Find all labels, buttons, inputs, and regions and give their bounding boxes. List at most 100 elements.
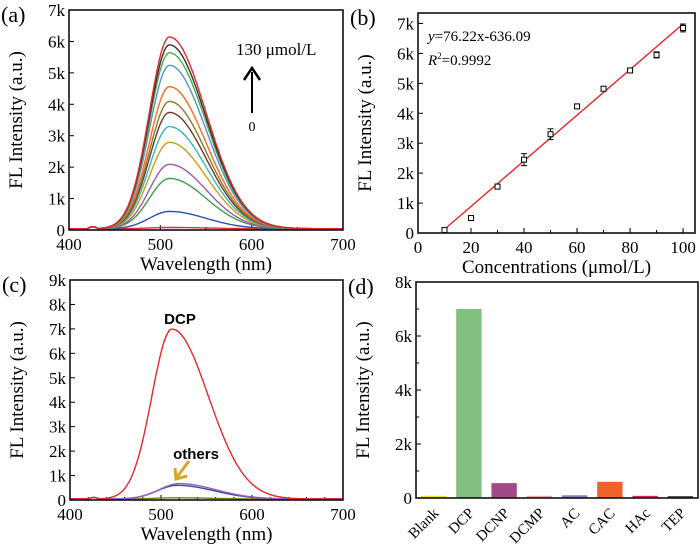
y-tick-label: 2k xyxy=(49,442,67,461)
series-line-c3 xyxy=(69,177,343,230)
series-line-c5 xyxy=(69,141,343,230)
y-tick-label: 5k xyxy=(48,64,66,83)
y-tick-label: 5k xyxy=(49,369,67,388)
y-tick-label: 5k xyxy=(397,74,415,93)
fit-line xyxy=(444,23,684,230)
y-tick-label: 6k xyxy=(395,327,413,346)
r-sup: 2 xyxy=(437,51,442,61)
x-tick-label: 700 xyxy=(330,505,356,524)
bar-hac xyxy=(632,495,658,498)
data-point xyxy=(653,51,660,58)
x-tick-label: 0 xyxy=(414,238,423,257)
bar-dcmp xyxy=(526,495,553,498)
panel-a: (a) 0 1k 2k 3k 4k 5k 6k 7k FL Intensity (a.u.) 400… xyxy=(1,1,356,275)
y-axis-title: FL Intensity (a.u.) xyxy=(355,54,376,192)
y-tick-label: 2k xyxy=(397,164,415,183)
bar-blank xyxy=(420,495,447,498)
annotation-zero: 0 xyxy=(249,120,256,135)
y-tick-label: 7k xyxy=(397,14,415,33)
y-tick-label: 6k xyxy=(397,44,415,63)
annotation-dcp: DCP xyxy=(164,311,196,328)
x-tick-label: TEP xyxy=(659,506,689,536)
panel-label: (a) xyxy=(1,2,25,27)
y-tick-label: 7k xyxy=(49,320,67,339)
y-tick-label: 0 xyxy=(57,221,66,240)
y-tick-label: 3k xyxy=(49,418,67,437)
equation-var: y xyxy=(426,29,435,45)
y-tick-label: 7k xyxy=(48,1,66,20)
series-line-c11 xyxy=(69,51,343,230)
data-point xyxy=(494,183,501,190)
y-tick-label: 2k xyxy=(48,158,66,177)
data-point xyxy=(680,24,687,31)
arrow-down-left-icon xyxy=(173,467,188,481)
x-tick-label: 40 xyxy=(516,238,533,257)
y-tick-label: 3k xyxy=(48,127,66,146)
x-tick-label: 80 xyxy=(622,238,639,257)
r-squared-text: R2=0.9992 xyxy=(427,51,491,69)
x-tick-label: 400 xyxy=(57,505,83,524)
x-tick-label: 500 xyxy=(148,235,174,254)
y-tick-label: 6k xyxy=(48,32,66,51)
x-tick-label: AC xyxy=(557,506,583,532)
y-tick-label: 0 xyxy=(58,491,67,510)
annotation-others: others xyxy=(173,446,219,463)
plot-frame xyxy=(415,281,699,499)
x-tick-label: Blank xyxy=(406,505,443,542)
y-tick-label: 8k xyxy=(49,295,67,314)
x-tick-label: 500 xyxy=(148,505,174,524)
equation-text: y=76.22x-636.09 xyxy=(426,29,531,45)
y-tick-label: 4k xyxy=(49,393,67,412)
plot-frame xyxy=(417,12,696,234)
bar-cac xyxy=(597,481,623,498)
panel-label: (b) xyxy=(350,5,376,30)
y-axis-title: FL Intensity (a.u.) xyxy=(6,51,27,189)
y-tick-label: 1k xyxy=(48,190,66,209)
panel-label: (d) xyxy=(348,274,374,299)
x-axis-title: Wavelength (nm) xyxy=(140,254,272,275)
bar-dcp xyxy=(456,309,482,498)
x-tick-label: 700 xyxy=(330,235,356,254)
bar-ac xyxy=(561,495,588,498)
x-tick-label: CAC xyxy=(586,506,619,539)
data-point xyxy=(627,67,634,74)
x-tick-label: 20 xyxy=(463,238,480,257)
data-point xyxy=(574,103,581,110)
y-tick-label: 4k xyxy=(397,104,415,123)
series-line-130-mol-L xyxy=(69,36,343,230)
series-line-c4 xyxy=(69,163,343,230)
data-point xyxy=(441,227,448,234)
plot-frame xyxy=(69,279,344,501)
data-point xyxy=(600,85,607,92)
y-tick-label: 2k xyxy=(395,435,413,454)
plot-frame xyxy=(68,9,344,231)
y-axis-title: FL Intensity (a.u.) xyxy=(353,321,374,459)
x-axis-title: Concentrations (μmol/L) xyxy=(462,257,651,278)
data-point xyxy=(468,215,475,222)
x-tick-label: 600 xyxy=(239,235,265,254)
y-axis-title: FL Intensity (a.u.) xyxy=(7,321,28,459)
x-tick-label: DCNP xyxy=(473,506,513,546)
x-tick-label: 400 xyxy=(56,235,82,254)
panel-b: (b) 0 1k 2k 3k 4k 5k 6k 7k FL Intensity (a.u.) 0 20… xyxy=(350,5,696,278)
equation-rest: =76.22x-636.09 xyxy=(435,29,531,45)
y-tick-label: 8k xyxy=(395,273,413,292)
data-point xyxy=(547,131,554,138)
y-tick-label: 6k xyxy=(49,344,67,363)
bar-dcnp xyxy=(491,483,517,498)
x-tick-label: HAc xyxy=(623,505,655,537)
bar-tep xyxy=(667,496,694,498)
y-tick-label: 4k xyxy=(48,95,66,114)
panel-c: (c) 0 1k 2k 3k 4k 5k 6k 7k 8k 9k FL Intensity (a.u.… xyxy=(2,271,356,545)
x-tick-label: DCP xyxy=(446,506,478,538)
panel-label: (c) xyxy=(2,272,26,297)
x-tick-label: 100 xyxy=(670,238,696,257)
x-tick-label: 600 xyxy=(239,505,265,524)
r-var: R xyxy=(427,53,437,69)
series-line-DCP xyxy=(70,328,343,500)
x-axis-title: Wavelength (nm) xyxy=(141,524,273,545)
x-tick-label: DCMP xyxy=(507,506,548,547)
